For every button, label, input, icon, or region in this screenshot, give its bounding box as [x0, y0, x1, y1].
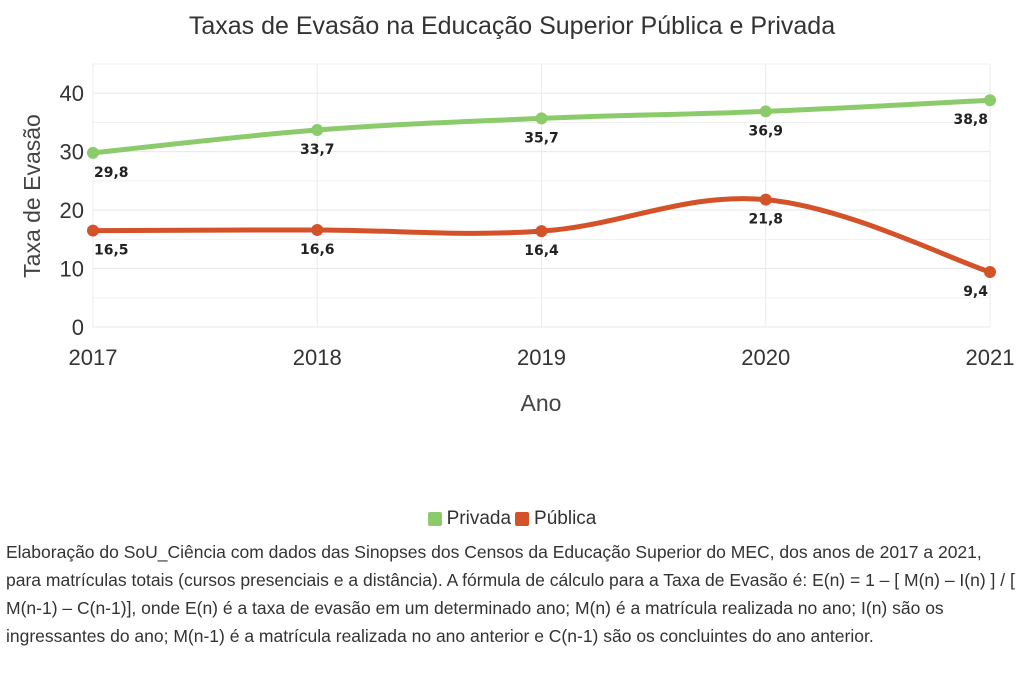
series-layer [87, 94, 996, 279]
x-tick-label: 2019 [517, 345, 566, 370]
data-point-privada [759, 105, 772, 118]
data-label-publica: 9,4 [963, 284, 988, 300]
x-tick-label: 2021 [966, 345, 1015, 370]
x-axis-title: Ano [521, 390, 562, 416]
data-point-publica [311, 223, 324, 236]
data-label-privada: 38,8 [953, 112, 988, 128]
data-point-publica [984, 266, 996, 279]
legend-label-privada: Privada [446, 508, 512, 529]
data-point-publica [535, 225, 548, 238]
data-label-privada: 35,7 [524, 130, 559, 146]
axis-layer: 0 10 20 30 40 2017 2018 2019 2020 2021 [60, 81, 1015, 370]
legend-item-publica[interactable]: Pública [515, 508, 596, 530]
data-point-publica [87, 224, 99, 237]
line-chart: 0 10 20 30 40 2017 2018 2019 2020 2021 29,8 33,7 35… [19, 63, 1015, 416]
grid-layer [92, 63, 991, 328]
legend-swatch-publica [515, 512, 530, 526]
y-tick-label: 0 [72, 315, 84, 340]
y-tick-label: 10 [60, 257, 84, 282]
legend-item-privada[interactable]: Privada [427, 508, 512, 530]
data-point-privada [87, 146, 99, 159]
data-point-privada [535, 112, 548, 125]
legend-label-publica: Pública [534, 508, 597, 529]
data-label-publica: 16,4 [524, 243, 559, 259]
data-point-privada [311, 124, 324, 137]
x-tick-label: 2020 [741, 345, 790, 370]
data-label-privada: 29,8 [94, 165, 129, 181]
y-tick-label: 40 [60, 81, 84, 106]
label-layer: 29,8 33,7 35,7 36,9 38,8 16,5 16,6 16,4 21,8 9,4 [94, 112, 988, 300]
data-label-privada: 33,7 [300, 142, 335, 158]
y-tick-label: 20 [60, 198, 84, 223]
y-tick-label: 30 [60, 140, 84, 165]
data-label-publica: 16,5 [94, 243, 129, 259]
data-label-publica: 21,8 [748, 212, 783, 228]
legend: Privada Pública [0, 508, 1024, 532]
data-label-privada: 36,9 [748, 123, 783, 139]
y-axis-title: Taxa de Evasão [19, 114, 45, 278]
data-point-privada [984, 94, 996, 107]
chart-title: Taxas de Evasão na Educação Superior Púb… [188, 12, 836, 40]
legend-swatch-privada [427, 512, 442, 526]
data-label-publica: 16,6 [300, 242, 335, 258]
x-tick-label: 2017 [69, 345, 118, 370]
x-tick-label: 2018 [293, 345, 342, 370]
data-point-publica [759, 193, 772, 206]
source-note: Elaboração do SoU_Ciência com dados das … [6, 542, 1015, 646]
